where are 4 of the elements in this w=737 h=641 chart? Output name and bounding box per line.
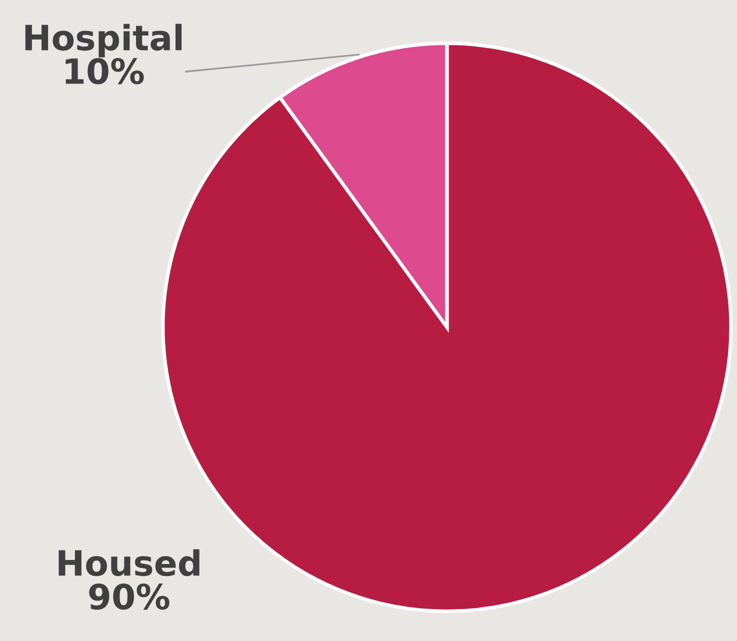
slice-label: Hospital [25,24,182,58]
slice-label: Housed [58,549,200,576]
data-label: 10% [66,58,144,84]
data-label: 90% [89,583,170,610]
